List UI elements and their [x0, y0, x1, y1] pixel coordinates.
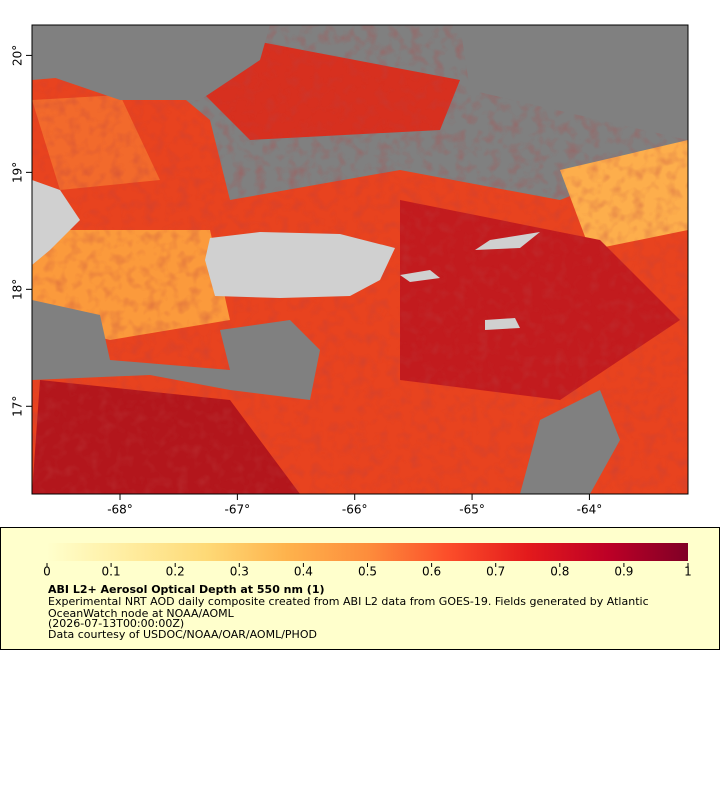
legend-line: Experimental NRT AOD daily composite cre… [48, 595, 649, 608]
colorbar-tick-label: 0.7 [486, 565, 505, 579]
map-frame [31, 24, 689, 495]
colorbar-tick-label: 0.9 [614, 565, 633, 579]
y-tick-label: 20° [11, 45, 25, 66]
colorbar-tick-label: 0.1 [102, 565, 121, 579]
x-tick-label: -68° [107, 503, 133, 517]
y-tick-label: 18° [11, 279, 25, 300]
colorbar-tick-label: 0.3 [230, 565, 249, 579]
colorbar-tick-label: 0.5 [358, 565, 377, 579]
legend-line: (2026-07-13T00:00:00Z) [48, 617, 184, 630]
legend-line: Data courtesy of USDOC/NOAA/OAR/AOML/PHO… [48, 628, 317, 641]
colorbar-tick-label: 1 [684, 565, 692, 579]
legend-title: ABI L2+ Aerosol Optical Depth at 550 nm … [48, 583, 325, 596]
y-tick-label: 17° [11, 396, 25, 417]
x-tick-label: -66° [342, 503, 368, 517]
colorbar [47, 543, 688, 561]
y-tick-label: 19° [11, 162, 25, 183]
x-tick-label: -67° [225, 503, 251, 517]
x-tick-label: -65° [459, 503, 485, 517]
colorbar-tick-label: 0.6 [422, 565, 441, 579]
legend-line: OceanWatch node at NOAA/AOML [48, 607, 235, 620]
colorbar-tick-label: 0.8 [550, 565, 569, 579]
colorbar-tick-label: 0 [43, 565, 51, 579]
colorbar-tick-label: 0.4 [294, 565, 313, 579]
colorbar-tick-label: 0.2 [166, 565, 185, 579]
map-raster [32, 25, 688, 494]
x-tick-label: -64° [577, 503, 603, 517]
